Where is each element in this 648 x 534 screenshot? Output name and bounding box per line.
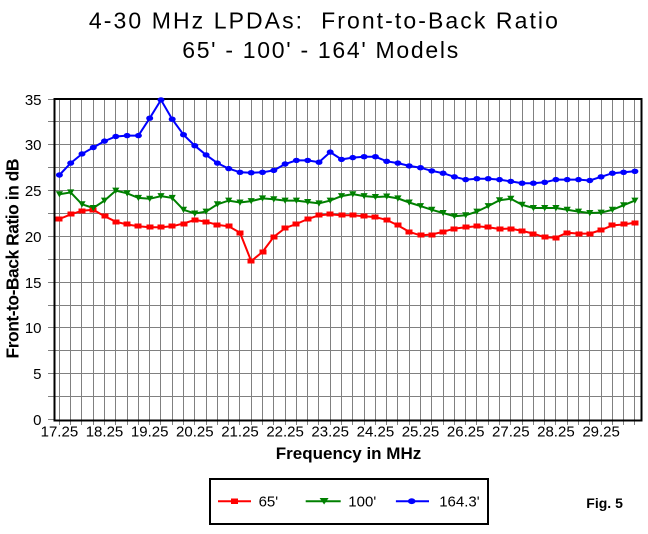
svg-text:20.25: 20.25 xyxy=(176,424,214,441)
svg-text:4-30 MHz LPDAs: Front-to-Back: 4-30 MHz LPDAs: Front-to-Back Ratio xyxy=(89,8,558,34)
svg-text:Front-to-Back Ratio in dB: Front-to-Back Ratio in dB xyxy=(2,158,22,358)
svg-text:65' - 100' - 164' Models: 65' - 100' - 164' Models xyxy=(182,37,458,63)
svg-text:18.25: 18.25 xyxy=(86,424,124,441)
svg-text:5: 5 xyxy=(33,366,41,383)
svg-text:35: 35 xyxy=(25,92,42,109)
svg-text:25.25: 25.25 xyxy=(402,424,440,441)
svg-text:21.25: 21.25 xyxy=(221,424,259,441)
svg-text:26.25: 26.25 xyxy=(447,424,485,441)
svg-text:25: 25 xyxy=(25,183,42,200)
svg-text:0: 0 xyxy=(33,412,41,429)
svg-text:10: 10 xyxy=(25,320,42,337)
svg-text:Fig. 5: Fig. 5 xyxy=(586,495,623,511)
svg-text:65': 65' xyxy=(259,494,279,511)
svg-text:17.25: 17.25 xyxy=(41,424,79,441)
svg-text:100': 100' xyxy=(348,494,376,511)
svg-text:20: 20 xyxy=(25,229,42,246)
svg-text:30: 30 xyxy=(25,137,42,154)
svg-text:24.25: 24.25 xyxy=(357,424,395,441)
svg-text:23.25: 23.25 xyxy=(311,424,349,441)
svg-text:27.25: 27.25 xyxy=(492,424,530,441)
svg-text:22.25: 22.25 xyxy=(266,424,304,441)
svg-text:164.3': 164.3' xyxy=(439,494,480,511)
svg-text:29.25: 29.25 xyxy=(582,424,620,441)
svg-text:28.25: 28.25 xyxy=(537,424,575,441)
svg-text:15: 15 xyxy=(25,275,42,292)
svg-text:Frequency in MHz: Frequency in MHz xyxy=(276,444,421,463)
svg-text:19.25: 19.25 xyxy=(131,424,169,441)
